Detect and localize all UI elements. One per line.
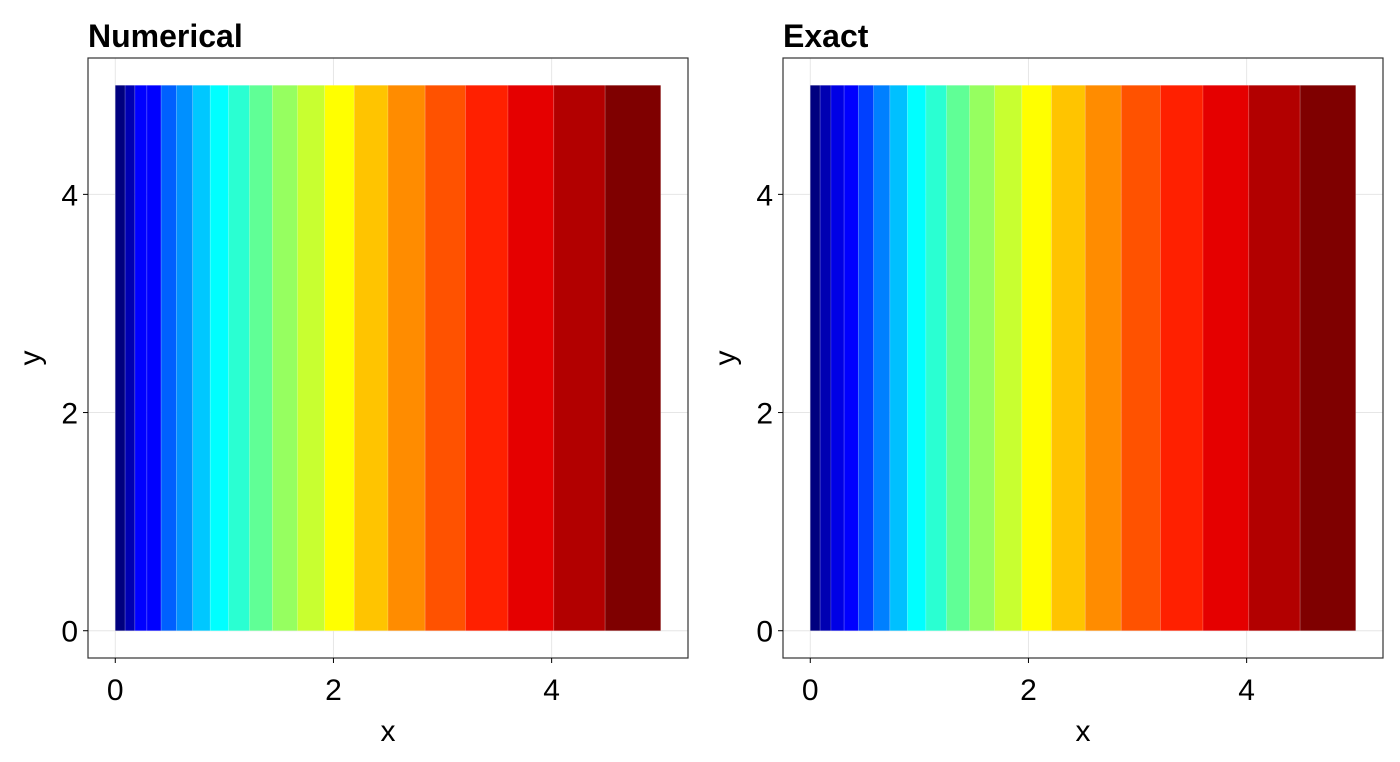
contour-band <box>507 84 555 632</box>
axes-frame <box>87 57 689 659</box>
y-tick-label: 2 <box>756 398 773 431</box>
contour-band <box>819 84 832 632</box>
contour-band <box>353 84 389 632</box>
contour-band <box>249 84 273 632</box>
contour-band <box>1051 84 1086 632</box>
contour-band <box>1120 84 1161 632</box>
contour-band <box>1160 84 1204 632</box>
x-tick-label: 4 <box>1238 674 1255 707</box>
chart-panel-2: 0 2 4 0 2 4 Exact x y <box>709 18 1384 748</box>
y-tick-label: 4 <box>61 179 78 212</box>
x-tick-label: 0 <box>802 674 819 707</box>
contour-band <box>387 84 426 632</box>
contour-band <box>857 84 874 632</box>
contour-band <box>176 84 194 632</box>
contour-band <box>830 84 845 632</box>
contour-band <box>907 84 927 632</box>
contour-band <box>809 84 821 632</box>
contour-band <box>114 84 126 632</box>
x-tick-label: 2 <box>325 674 342 707</box>
contour-band <box>192 84 211 632</box>
contour-band <box>1084 84 1122 632</box>
chart-title: Numerical <box>88 18 243 54</box>
x-tick-label: 4 <box>543 674 560 707</box>
chart-title: Exact <box>783 18 869 54</box>
contour-band <box>124 84 136 632</box>
contour-band <box>134 84 148 632</box>
contour-band <box>1202 84 1250 632</box>
contour-band <box>424 84 466 632</box>
x-tick-label: 0 <box>107 674 124 707</box>
contour-band <box>925 84 947 632</box>
contour-band <box>843 84 859 632</box>
chart-panel-1: 0 2 4 0 2 4 Numerical x y <box>14 18 689 748</box>
x-tick-label: 2 <box>1020 674 1037 707</box>
contour-band <box>297 84 326 632</box>
contour-band <box>209 84 230 632</box>
y-axis-label: y <box>14 351 47 366</box>
contour-band <box>465 84 509 632</box>
contour-band <box>146 84 162 632</box>
y-tick-label: 4 <box>756 179 773 212</box>
contour-band <box>324 84 355 632</box>
x-axis-label: x <box>1076 715 1091 748</box>
contour-band <box>889 84 908 632</box>
contour-band <box>228 84 250 632</box>
x-axis-label: x <box>381 715 396 748</box>
y-tick-label: 0 <box>61 616 78 649</box>
contour-band <box>969 84 995 632</box>
contour-band <box>1299 84 1357 632</box>
contour-band <box>160 84 177 632</box>
contour-band <box>1248 84 1301 632</box>
y-axis-label: y <box>709 351 742 366</box>
axes-frame <box>782 57 1384 659</box>
contour-band <box>1021 84 1052 632</box>
contour-band <box>553 84 606 632</box>
contour-band <box>604 84 662 632</box>
contour-band <box>946 84 970 632</box>
y-tick-label: 2 <box>61 398 78 431</box>
contour-band <box>272 84 298 632</box>
y-tick-label: 0 <box>756 616 773 649</box>
contour-band <box>994 84 1023 632</box>
contour-band <box>873 84 891 632</box>
